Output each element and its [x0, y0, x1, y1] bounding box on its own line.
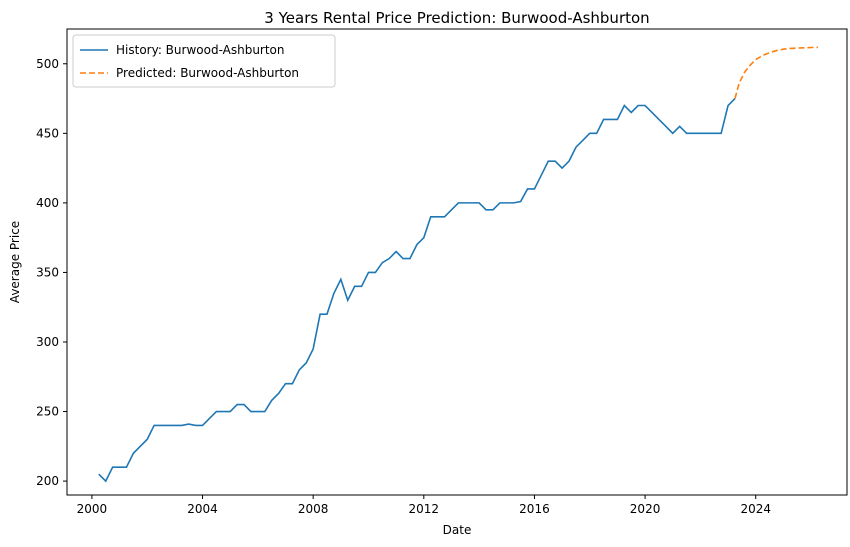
y-axis-ticks: 200 250 300 350 400 450 500	[36, 57, 67, 488]
legend-box	[72, 34, 336, 88]
y-tick-label: 400	[36, 196, 59, 210]
plot-frame	[66, 28, 848, 496]
x-tick-label: 2004	[187, 502, 218, 516]
y-tick-label: 250	[36, 405, 59, 419]
history-series-line	[98, 97, 736, 483]
x-axis-label: Date	[443, 523, 472, 537]
plot-area	[67, 29, 847, 495]
y-tick-label: 350	[36, 265, 59, 279]
x-axis-ticks: 2000 2004 2008 2012 2016 2020 2024	[77, 495, 771, 516]
legend: History: Burwood-Ashburton Predicted: Bu…	[72, 34, 336, 88]
y-tick-label: 500	[36, 57, 59, 71]
x-tick-label: 2012	[409, 502, 440, 516]
x-tick-label: 2024	[740, 502, 771, 516]
y-axis-label: Average Price	[8, 221, 22, 303]
legend-predicted-label: Predicted: Burwood-Ashburton	[116, 66, 299, 80]
x-tick-label: 2020	[630, 502, 661, 516]
y-tick-label: 450	[36, 126, 59, 140]
x-tick-label: 2008	[298, 502, 329, 516]
x-tick-label: 2000	[77, 502, 108, 516]
y-tick-label: 300	[36, 335, 59, 349]
y-tick-label: 200	[36, 474, 59, 488]
plot-lines	[98, 46, 818, 483]
legend-history-label: History: Burwood-Ashburton	[116, 43, 285, 57]
chart-title: 3 Years Rental Price Prediction: Burwood…	[264, 9, 649, 27]
predicted-series-line	[734, 46, 818, 99]
x-tick-label: 2016	[519, 502, 550, 516]
